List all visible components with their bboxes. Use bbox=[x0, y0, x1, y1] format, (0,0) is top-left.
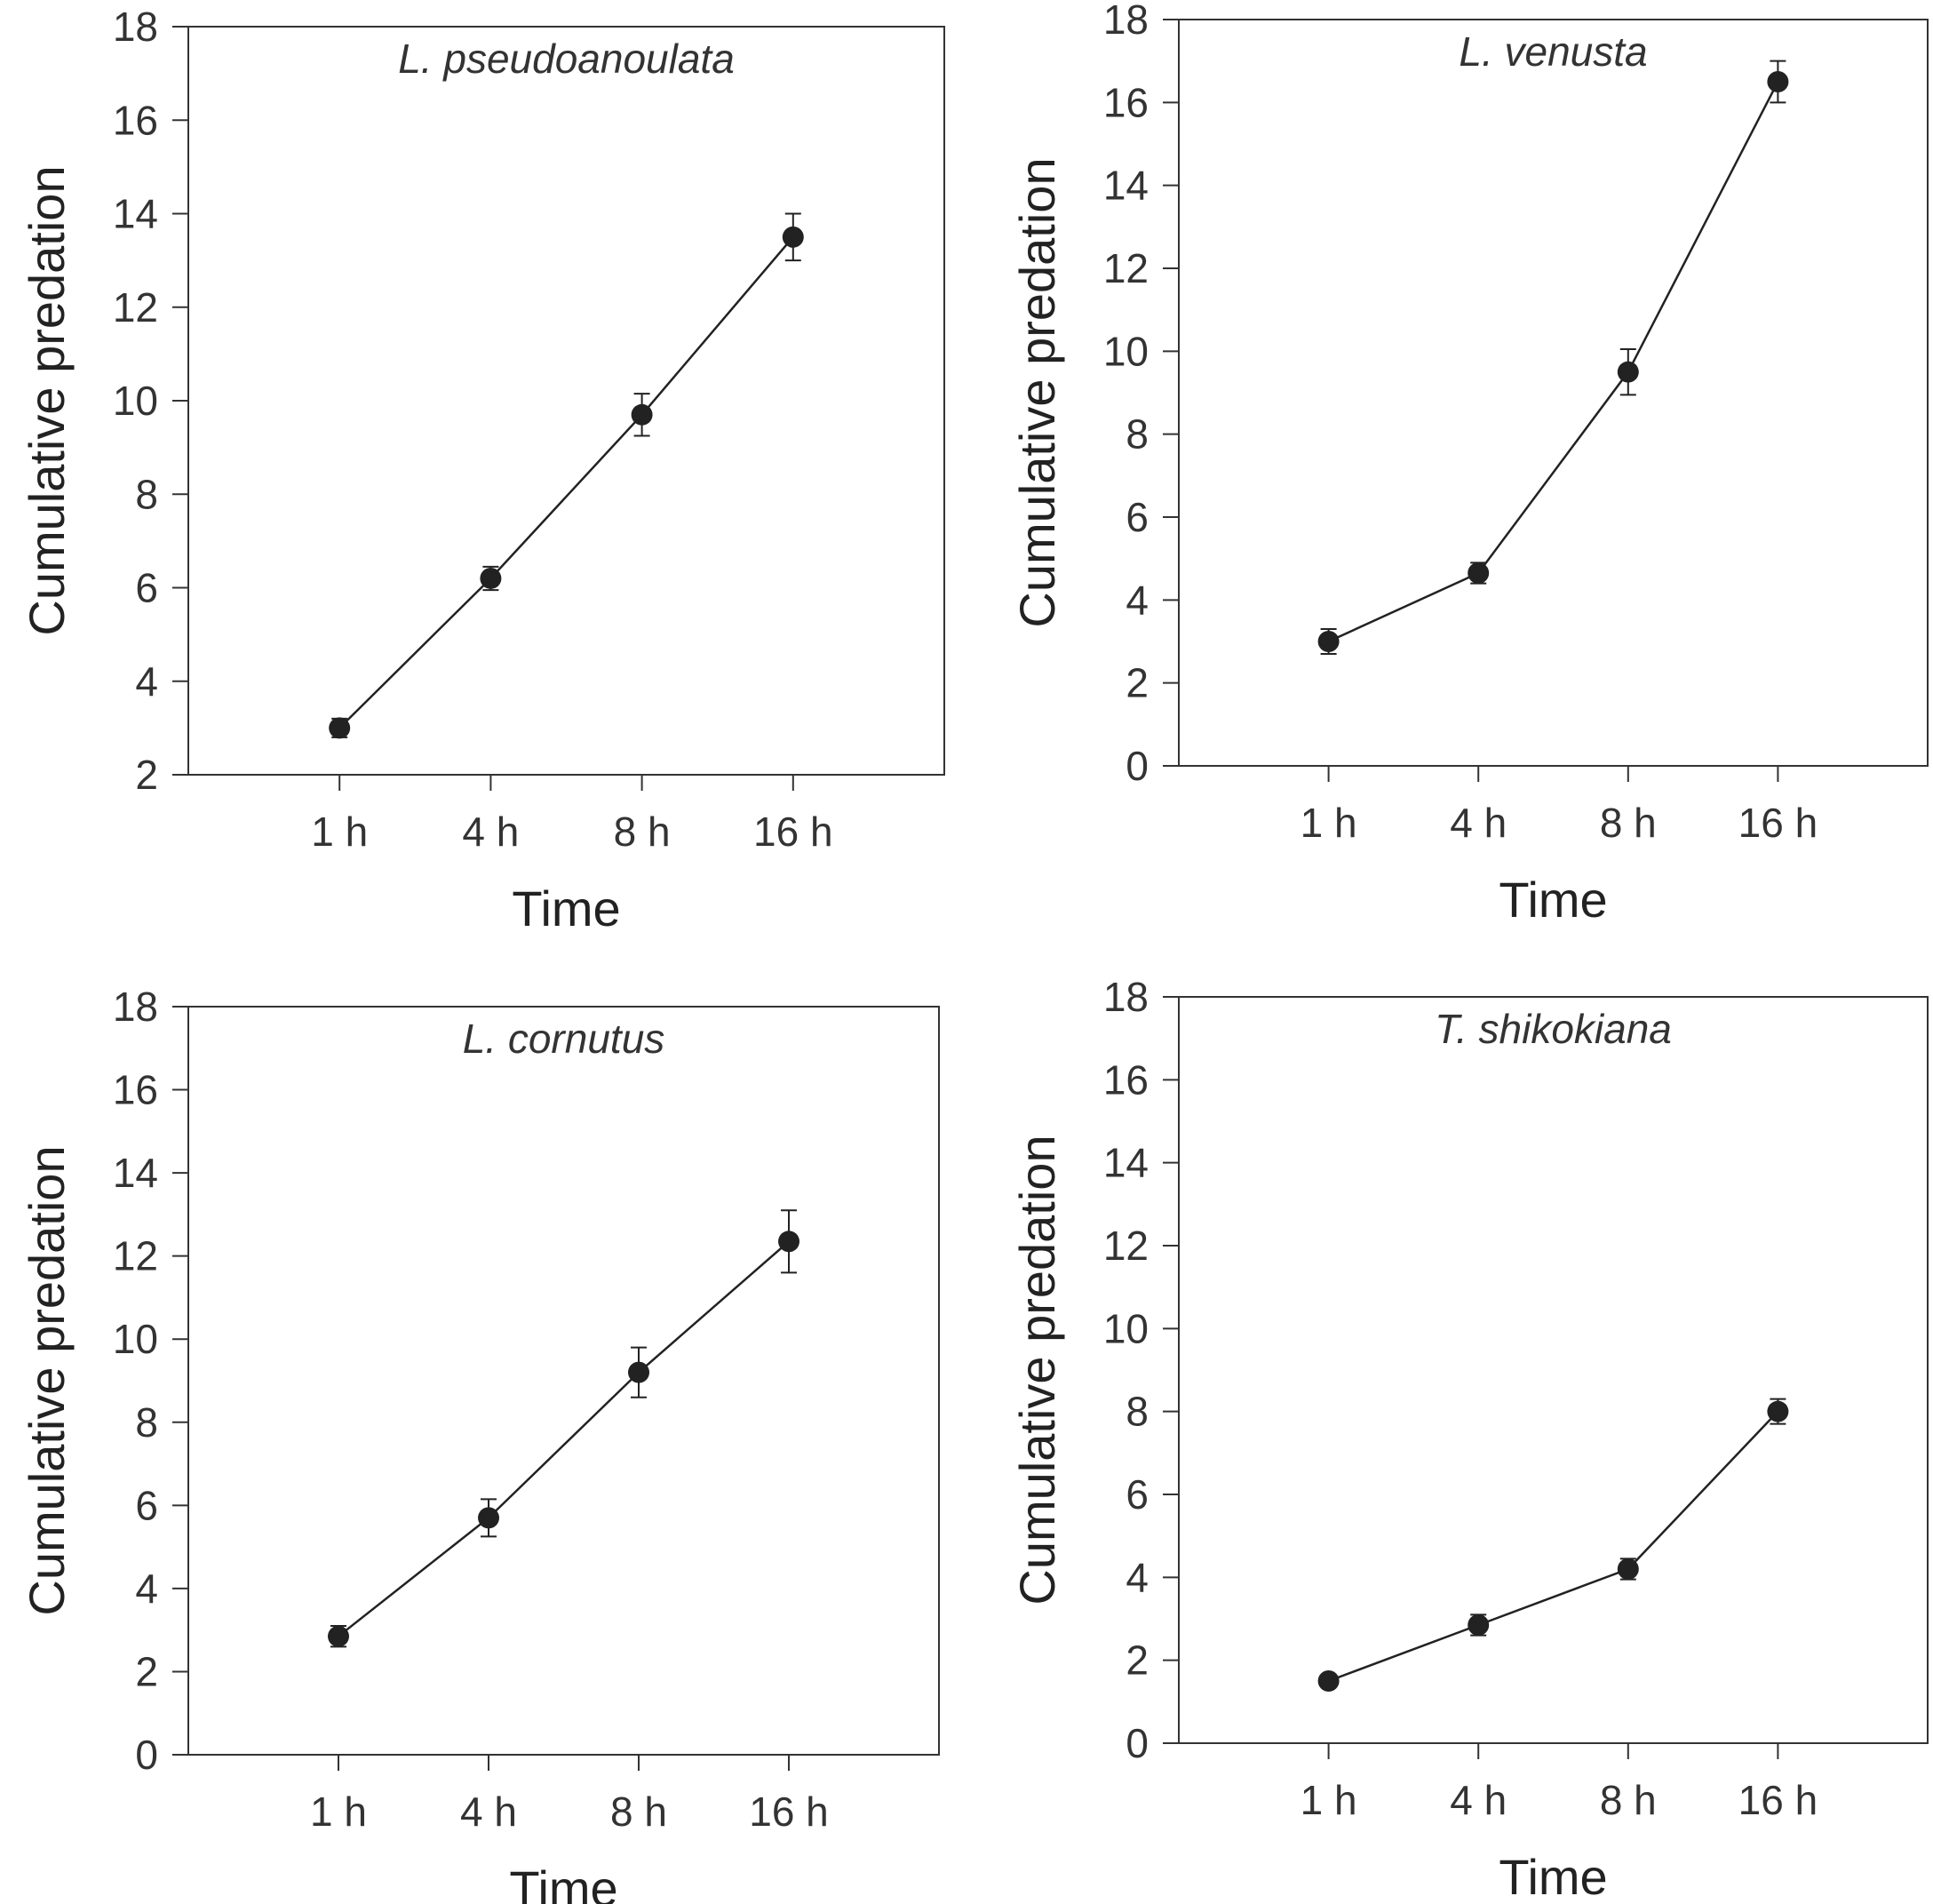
y-tick-label: 18 bbox=[113, 984, 158, 1030]
data-point bbox=[782, 226, 804, 248]
x-tick-label: 4 h bbox=[1450, 800, 1507, 846]
species-title: L. cornutus bbox=[463, 1016, 665, 1062]
y-tick-label: 2 bbox=[1126, 660, 1149, 706]
y-tick-label: 8 bbox=[1126, 1389, 1149, 1435]
y-tick-label: 0 bbox=[1126, 743, 1149, 789]
y-tick-label: 8 bbox=[1126, 411, 1149, 458]
plot-frame bbox=[187, 26, 945, 776]
series-line bbox=[338, 236, 794, 729]
y-tick-label: 4 bbox=[135, 658, 158, 705]
y-tick-label: 12 bbox=[1103, 1223, 1149, 1269]
x-tick-label: 16 h bbox=[753, 809, 833, 855]
y-tick-label: 10 bbox=[113, 1316, 158, 1362]
y-tick-label: 12 bbox=[113, 284, 158, 331]
y-tick-label: 14 bbox=[1103, 1140, 1149, 1186]
species-title: L. venusta bbox=[1459, 28, 1647, 75]
y-tick-label: 6 bbox=[1126, 494, 1149, 540]
y-tick-label: 2 bbox=[135, 1648, 158, 1694]
species-title: T. shikokiana bbox=[1435, 1006, 1672, 1052]
chart-panel-1: 2 4 6 8 10 12 14 16 18 1 h 4 h 8 h 16 h Time Cumulativ… bbox=[19, 4, 945, 936]
x-tick-label: 8 h bbox=[1600, 800, 1657, 846]
y-tick-label: 4 bbox=[1126, 577, 1149, 623]
y-tick-label: 0 bbox=[1126, 1720, 1149, 1766]
x-tick-label: 8 h bbox=[614, 809, 671, 855]
y-tick-label: 18 bbox=[113, 4, 158, 50]
y-tick-label: 8 bbox=[135, 1399, 158, 1446]
x-axis-title: Time bbox=[1499, 872, 1607, 928]
x-axis-title: Time bbox=[509, 1860, 617, 1904]
x-tick-label: 16 h bbox=[749, 1788, 829, 1835]
y-tick-label: 16 bbox=[113, 97, 158, 143]
y-tick-label: 6 bbox=[135, 1482, 158, 1528]
data-point bbox=[1617, 1558, 1639, 1580]
chart-panel-4: 0 2 4 6 8 10 12 14 16 18 1 h 4 h 8 h 16 h Time Cumulati… bbox=[1009, 974, 1929, 1904]
y-tick-label: 4 bbox=[135, 1565, 158, 1612]
data-point bbox=[1317, 1670, 1340, 1692]
data-point bbox=[1468, 1614, 1490, 1636]
chart-panel-2: 0 2 4 6 8 10 12 14 16 18 1 h 4 h 8 h 16 h Time Cumulati… bbox=[1009, 0, 1929, 928]
y-tick-label: 8 bbox=[135, 471, 158, 517]
y-tick-label: 14 bbox=[113, 191, 158, 237]
x-axis-title: Time bbox=[1499, 1849, 1607, 1904]
y-tick-label: 2 bbox=[1126, 1637, 1149, 1684]
y-tick-label: 10 bbox=[113, 378, 158, 424]
y-axis-title: Cumulative predation bbox=[19, 1145, 75, 1615]
data-point bbox=[631, 403, 653, 426]
y-tick-label: 6 bbox=[135, 565, 158, 611]
data-point bbox=[628, 1361, 649, 1383]
x-tick-label: 1 h bbox=[311, 809, 368, 855]
data-point bbox=[1468, 562, 1490, 584]
data-point bbox=[478, 1507, 499, 1529]
series-line bbox=[338, 1240, 790, 1637]
data-point bbox=[480, 567, 502, 589]
y-tick-label: 0 bbox=[135, 1732, 158, 1778]
x-tick-label: 4 h bbox=[1450, 1777, 1507, 1823]
y-tick-label: 10 bbox=[1103, 1305, 1149, 1351]
y-tick-label: 12 bbox=[113, 1233, 158, 1279]
y-tick-label: 18 bbox=[1103, 0, 1149, 43]
x-tick-label: 16 h bbox=[1738, 800, 1818, 846]
y-tick-label: 6 bbox=[1126, 1471, 1149, 1518]
y-tick-label: 12 bbox=[1103, 245, 1149, 291]
x-tick-label: 1 h bbox=[310, 1788, 367, 1835]
x-tick-label: 16 h bbox=[1738, 1777, 1818, 1823]
plot-frame bbox=[1178, 19, 1929, 767]
series-line bbox=[1328, 81, 1779, 643]
x-tick-label: 8 h bbox=[610, 1788, 667, 1835]
series-line bbox=[1328, 1410, 1779, 1683]
data-point bbox=[1617, 361, 1639, 383]
data-point bbox=[329, 717, 351, 739]
y-tick-label: 16 bbox=[1103, 1056, 1149, 1103]
x-tick-label: 8 h bbox=[1600, 1777, 1657, 1823]
x-tick-label: 4 h bbox=[460, 1788, 517, 1835]
y-tick-label: 14 bbox=[1103, 163, 1149, 209]
chart-panel-3: 0 2 4 6 8 10 12 14 16 18 1 h 4 h 8 h 16 h Time Cumulati… bbox=[19, 984, 940, 1904]
y-tick-label: 16 bbox=[113, 1067, 158, 1113]
data-point bbox=[1317, 631, 1340, 652]
data-point bbox=[328, 1625, 349, 1647]
y-tick-label: 2 bbox=[135, 752, 158, 798]
y-tick-label: 10 bbox=[1103, 328, 1149, 374]
species-title: L. pseudoanoulata bbox=[398, 36, 735, 82]
y-tick-label: 4 bbox=[1126, 1554, 1149, 1600]
y-tick-label: 16 bbox=[1103, 79, 1149, 125]
x-tick-label: 1 h bbox=[1301, 800, 1357, 846]
plot-frame bbox=[187, 1006, 940, 1756]
x-tick-label: 4 h bbox=[462, 809, 519, 855]
y-axis-title: Cumulative predation bbox=[19, 165, 75, 635]
data-point bbox=[1767, 1400, 1789, 1422]
x-tick-label: 1 h bbox=[1301, 1777, 1357, 1823]
y-axis-title: Cumulative predation bbox=[1009, 1135, 1065, 1605]
data-point bbox=[1767, 71, 1789, 92]
y-tick-label: 18 bbox=[1103, 974, 1149, 1020]
x-axis-title: Time bbox=[512, 880, 620, 936]
plot-frame bbox=[1178, 996, 1929, 1744]
data-point bbox=[778, 1231, 799, 1253]
y-tick-label: 14 bbox=[113, 1150, 158, 1196]
y-axis-title: Cumulative predation bbox=[1009, 157, 1065, 627]
